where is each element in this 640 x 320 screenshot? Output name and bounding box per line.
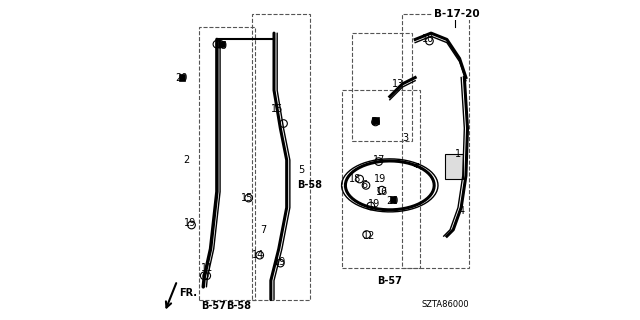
Text: 7: 7 xyxy=(260,225,266,235)
Text: B-57: B-57 xyxy=(378,276,402,285)
Text: 19: 19 xyxy=(368,199,380,209)
Text: 15: 15 xyxy=(241,193,253,203)
Text: 10: 10 xyxy=(422,35,434,44)
Text: 17: 17 xyxy=(372,155,385,165)
Text: B-57: B-57 xyxy=(202,301,226,311)
FancyBboxPatch shape xyxy=(390,196,396,203)
Text: 19: 19 xyxy=(184,219,196,228)
Text: 9: 9 xyxy=(220,41,227,51)
Text: 13: 13 xyxy=(392,79,404,89)
Text: 20: 20 xyxy=(175,73,188,83)
FancyBboxPatch shape xyxy=(372,117,379,124)
Text: 18: 18 xyxy=(349,174,361,184)
FancyBboxPatch shape xyxy=(445,154,463,179)
Text: 19: 19 xyxy=(374,174,387,184)
Text: 12: 12 xyxy=(363,231,375,241)
Text: 3: 3 xyxy=(403,133,409,143)
Text: 2: 2 xyxy=(184,155,190,165)
Text: 11: 11 xyxy=(201,263,214,273)
Text: 20: 20 xyxy=(386,196,399,206)
Text: B-58: B-58 xyxy=(226,301,251,311)
Text: 4: 4 xyxy=(458,206,464,216)
Text: 16: 16 xyxy=(376,187,388,197)
Text: SZTA86000: SZTA86000 xyxy=(422,300,469,309)
Text: 15: 15 xyxy=(271,104,284,114)
Text: 8: 8 xyxy=(371,117,377,127)
Text: 1: 1 xyxy=(455,149,461,159)
FancyBboxPatch shape xyxy=(179,74,185,81)
Text: 19: 19 xyxy=(274,257,287,267)
Text: B-58: B-58 xyxy=(298,180,323,190)
Text: 6: 6 xyxy=(362,180,367,190)
Text: 5: 5 xyxy=(298,164,304,174)
Text: B-17-20: B-17-20 xyxy=(433,9,479,19)
Text: FR.: FR. xyxy=(179,288,197,298)
Text: 14: 14 xyxy=(252,250,264,260)
FancyBboxPatch shape xyxy=(218,41,225,47)
